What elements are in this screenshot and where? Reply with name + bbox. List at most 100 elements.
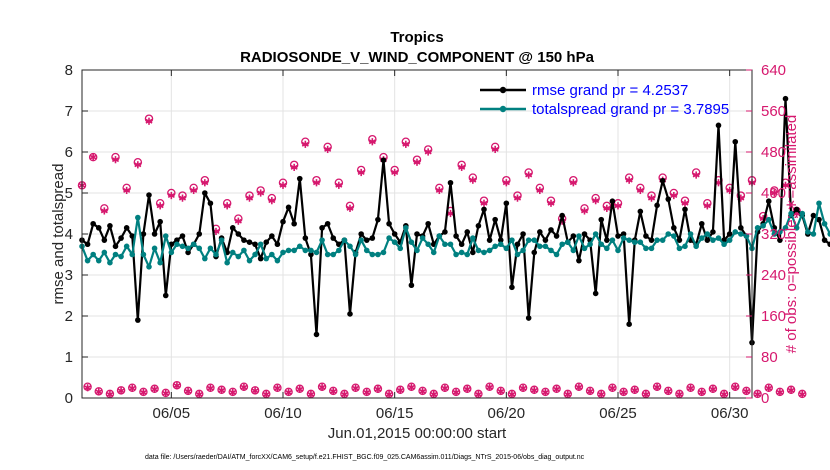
rmse-point: [386, 220, 392, 227]
obs-count-markers: [77, 114, 807, 399]
totalspread-point: [213, 251, 219, 258]
assimilated-obs-marker: [89, 153, 97, 161]
rmse-point: [308, 251, 314, 258]
rmse-point: [782, 95, 789, 102]
rmse-point: [671, 225, 677, 231]
rmse-point: [162, 292, 169, 299]
rmse-point: [319, 225, 325, 231]
assimilated-obs-marker: [374, 385, 382, 393]
totalspread-point: [643, 245, 649, 252]
totalspread-point: [341, 237, 348, 243]
totalspread-point: [179, 243, 186, 250]
totalspread-point: [146, 264, 152, 270]
assimilated-obs-marker: [787, 386, 795, 394]
rmse-point: [576, 257, 582, 264]
rmse-point: [497, 237, 504, 243]
rmse-point: [816, 216, 822, 223]
assimilated-obs-marker: [497, 387, 505, 395]
totalspread-point: [235, 253, 242, 260]
assimilated-obs-marker: [268, 197, 276, 205]
totalspread-point: [671, 233, 677, 239]
assimilated-obs-marker: [720, 390, 728, 399]
totalspread-point: [403, 225, 409, 231]
assimilated-obs-marker: [709, 385, 717, 393]
assimilated-obs-marker: [603, 204, 611, 212]
rmse-point: [592, 290, 599, 297]
assimilated-obs-marker: [435, 186, 443, 195]
y-right-tick-label: 320: [761, 226, 786, 243]
assimilated-obs-marker: [670, 191, 678, 200]
assimilated-obs-marker: [335, 181, 343, 189]
rmse-point: [710, 229, 716, 235]
assimilated-obs-marker: [642, 390, 650, 399]
assimilated-obs-marker: [564, 390, 572, 399]
totalspread-point: [151, 245, 158, 252]
rmse-point: [447, 179, 454, 186]
rmse-point: [369, 235, 376, 241]
assimilated-obs-marker: [636, 186, 644, 195]
assimilated-obs-marker: [530, 386, 538, 394]
assimilated-obs-marker: [441, 384, 449, 392]
rmse-point: [509, 284, 515, 291]
rmse-point: [358, 231, 364, 237]
assimilated-obs-marker: [541, 388, 549, 396]
y-left-tick-label: 4: [65, 226, 73, 243]
y-axis-left-label: rmse and totalspread: [50, 164, 67, 305]
assimilated-obs-marker: [307, 390, 315, 399]
rmse-point: [481, 206, 487, 213]
totalspread-point: [564, 239, 571, 245]
y-left-tick-label: 5: [65, 185, 73, 202]
rmse-point: [643, 233, 649, 239]
assimilated-obs-marker: [245, 194, 254, 202]
totalspread-point: [380, 249, 387, 256]
totalspread-point: [698, 235, 705, 241]
totalspread-point: [771, 231, 778, 237]
totalspread-point: [123, 243, 130, 250]
assimilated-obs-marker: [620, 388, 628, 396]
y-right-tick-label: 400: [761, 185, 786, 202]
rmse-point: [453, 233, 459, 239]
y-right-tick-label: 480: [761, 144, 786, 161]
assimilated-obs-marker: [486, 383, 494, 391]
totalspread-point: [609, 237, 616, 243]
rmse-point: [202, 190, 208, 196]
rmse-point: [257, 255, 264, 262]
totalspread-point: [369, 251, 376, 258]
rmse-point: [302, 235, 309, 241]
totalspread-point: [302, 247, 309, 254]
totalspread-point: [620, 235, 627, 241]
assimilated-obs-marker: [625, 176, 633, 184]
y-left-tick-label: 8: [65, 62, 73, 79]
assimilated-obs-marker: [184, 387, 192, 395]
assimilated-obs-marker: [687, 384, 695, 392]
rmse-point: [486, 237, 493, 243]
totalspread-point: [821, 220, 828, 227]
y-left-tick-label: 0: [65, 390, 73, 407]
rmse-point: [765, 198, 772, 204]
assimilated-obs-marker: [592, 197, 600, 205]
totalspread-point: [246, 257, 253, 264]
totalspread-point: [726, 237, 733, 243]
rmse-point: [464, 229, 471, 235]
y-right-tick-label: 0: [761, 390, 769, 407]
assimilated-obs-marker: [95, 388, 103, 396]
assimilated-obs-marker: [798, 390, 806, 399]
totalspread-point: [810, 231, 817, 237]
assimilated-obs-marker: [340, 390, 348, 399]
totalspread-point: [458, 249, 465, 256]
assimilated-obs-marker: [273, 384, 281, 392]
rmse-point: [280, 218, 286, 225]
assimilated-obs-marker: [681, 199, 689, 207]
totalspread-point: [537, 243, 543, 250]
totalspread-point: [738, 231, 744, 237]
rmse-point: [330, 235, 337, 241]
totalspread-point: [430, 249, 437, 256]
rmse-point: [810, 212, 817, 219]
totalspread-point: [442, 241, 448, 248]
totalspread-point: [202, 255, 208, 262]
assimilated-obs-marker: [536, 186, 544, 195]
assimilated-obs-marker: [123, 186, 131, 195]
totalspread-point: [604, 245, 610, 252]
rmse-point: [391, 231, 398, 237]
